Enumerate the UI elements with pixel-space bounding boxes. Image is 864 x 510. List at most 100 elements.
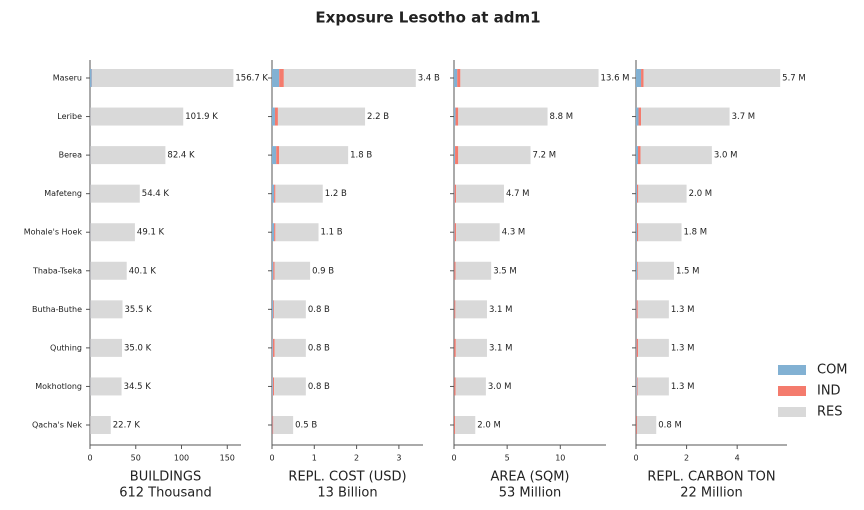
- bar-segment: [90, 377, 122, 396]
- total-label: 0.8 B: [308, 343, 330, 353]
- bar-segment: [636, 338, 639, 357]
- bar-segment: [636, 69, 642, 87]
- bar-segment: [454, 184, 457, 203]
- total-label: 5.7 M: [782, 74, 806, 84]
- bar-segment: [273, 261, 275, 280]
- total-label: 82.4 K: [167, 151, 195, 161]
- total-label: 3.7 M: [732, 112, 756, 122]
- bar-segment: [274, 338, 306, 357]
- y-tick-label: Maseru: [53, 74, 82, 83]
- legend-swatch: [778, 407, 806, 417]
- x-tick-label: 3: [396, 454, 401, 463]
- bar-segment: [636, 377, 637, 396]
- total-label: 40.1 K: [129, 266, 157, 276]
- total-label: 3.5 M: [493, 266, 517, 276]
- legend-label: IND: [817, 384, 841, 399]
- x-tick-label: 1: [312, 454, 317, 463]
- bar-segment: [276, 146, 280, 165]
- total-label: 1.8 M: [684, 228, 708, 238]
- total-label: 1.5 M: [676, 266, 700, 276]
- x-tick-label: 2: [354, 454, 359, 463]
- bar-segment: [272, 338, 273, 357]
- y-tick-label: Qacha's Nek: [32, 421, 82, 430]
- bar-segment: [455, 261, 492, 280]
- x-tick-label: 150: [220, 454, 235, 463]
- bar-segment: [277, 107, 366, 126]
- bar-segment: [636, 184, 638, 203]
- bar-segment: [272, 107, 275, 126]
- x-axis-total: 53 Million: [499, 486, 562, 501]
- bar-segment: [637, 416, 657, 434]
- bar-segment: [641, 107, 730, 126]
- total-label: 101.9 K: [185, 112, 218, 122]
- total-label: 3.0 M: [488, 382, 512, 392]
- x-axis-total: 13 Billion: [317, 486, 377, 501]
- bar-segment: [90, 69, 92, 87]
- bar-segment: [272, 146, 277, 165]
- total-label: 54.4 K: [142, 189, 170, 199]
- total-label: 4.7 M: [506, 189, 530, 199]
- bar-segment: [636, 300, 637, 319]
- bar-segment: [458, 107, 548, 126]
- y-tick-label: Leribe: [57, 112, 82, 121]
- total-label: 49.1 K: [137, 228, 165, 238]
- total-label: 2.0 M: [689, 189, 713, 199]
- bar-segment: [454, 223, 455, 242]
- bar-segment: [636, 338, 637, 357]
- y-tick-label: Mohale's Hoek: [24, 228, 83, 237]
- bar-segment: [90, 261, 127, 280]
- bar-segment: [272, 261, 274, 280]
- total-label: 35.0 K: [124, 343, 152, 353]
- total-label: 1.1 B: [321, 228, 343, 238]
- bar-segment: [90, 338, 123, 357]
- total-label: 1.8 B: [350, 151, 372, 161]
- bar-segment: [283, 69, 416, 87]
- bar-segment: [272, 416, 274, 434]
- bar-segment: [274, 184, 276, 203]
- bar-segment: [638, 146, 641, 165]
- x-tick-label: 0: [633, 454, 638, 463]
- bar-segment: [272, 377, 275, 396]
- x-tick-label: 50: [131, 454, 141, 463]
- bar-segment: [454, 69, 458, 87]
- bar-segment: [275, 223, 319, 242]
- bar-segment: [455, 146, 459, 165]
- bar-segment: [460, 69, 599, 87]
- bar-segment: [637, 223, 639, 242]
- total-label: 156.7 K: [235, 74, 268, 84]
- bar-segment: [456, 223, 500, 242]
- total-label: 1.2 B: [325, 189, 347, 199]
- total-label: 0.5 B: [295, 421, 317, 431]
- bar-segment: [640, 146, 712, 165]
- bar-segment: [454, 146, 456, 165]
- bar-segment: [455, 377, 486, 396]
- legend-label: COM: [817, 363, 848, 378]
- bar-segment: [641, 69, 644, 87]
- bar-segment: [90, 300, 123, 319]
- figure-title: Exposure Lesotho at adm1: [315, 9, 540, 27]
- bar-segment: [638, 184, 687, 203]
- bar-segment: [637, 261, 674, 280]
- bar-segment: [458, 146, 531, 165]
- bar-segment: [454, 184, 455, 203]
- bar-segment: [90, 107, 184, 126]
- bar-segment: [454, 300, 456, 319]
- bar-segment: [456, 184, 504, 203]
- bar-segment: [637, 261, 638, 280]
- bar-segment: [274, 261, 311, 280]
- total-label: 35.5 K: [124, 305, 152, 315]
- bar-segment: [636, 377, 638, 396]
- total-label: 3.1 M: [489, 343, 513, 353]
- total-label: 0.8 B: [308, 382, 330, 392]
- bar-segment: [274, 223, 276, 242]
- bar-segment: [454, 107, 456, 126]
- bar-segment: [92, 69, 234, 87]
- bar-segment: [636, 107, 639, 126]
- bar-segment: [273, 300, 275, 319]
- x-axis-label: BUILDINGS: [130, 470, 201, 485]
- bar-segment: [279, 146, 349, 165]
- bar-segment: [279, 69, 284, 87]
- total-label: 1.3 M: [671, 343, 695, 353]
- bar-segment: [454, 338, 456, 357]
